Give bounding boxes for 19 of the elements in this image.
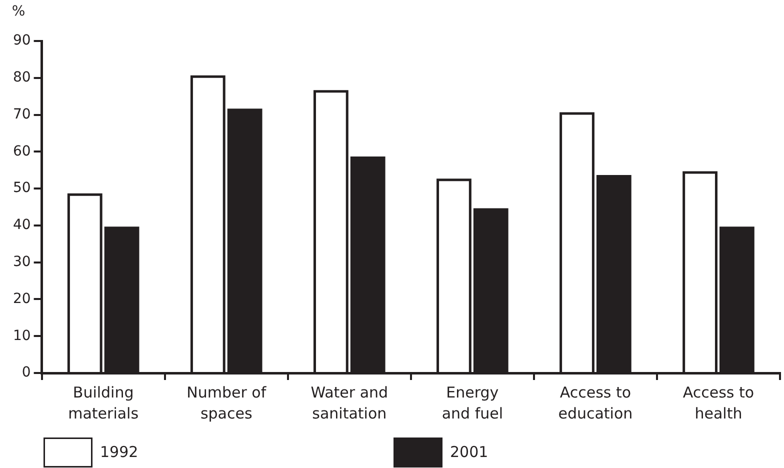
y-tick-label: 90	[12, 32, 31, 49]
y-axis-title: %	[12, 4, 26, 20]
legend-label: 2001	[450, 442, 488, 461]
y-tick-label: 70	[12, 106, 31, 122]
y-tick-label: 10	[12, 328, 31, 344]
y-tick-label: 80	[12, 70, 31, 86]
x-tick-label: Energy and fuel	[442, 383, 504, 422]
y-tick-label: 30	[12, 254, 31, 270]
x-tick-label: Access to health	[682, 383, 754, 422]
x-tick-label: Number of spaces	[186, 383, 267, 422]
y-tick-label: 20	[12, 290, 31, 307]
x-tick-label: Water and sanitation	[310, 383, 388, 422]
y-tick-label: 50	[12, 180, 31, 196]
y-tick-label: 0	[22, 364, 31, 381]
x-tick-label: Access to education	[558, 383, 633, 422]
y-tick-label: 40	[12, 217, 31, 234]
legend-label: 1992	[100, 442, 138, 461]
y-tick-label: 60	[12, 143, 31, 160]
x-tick-label: Building materials	[68, 383, 139, 422]
